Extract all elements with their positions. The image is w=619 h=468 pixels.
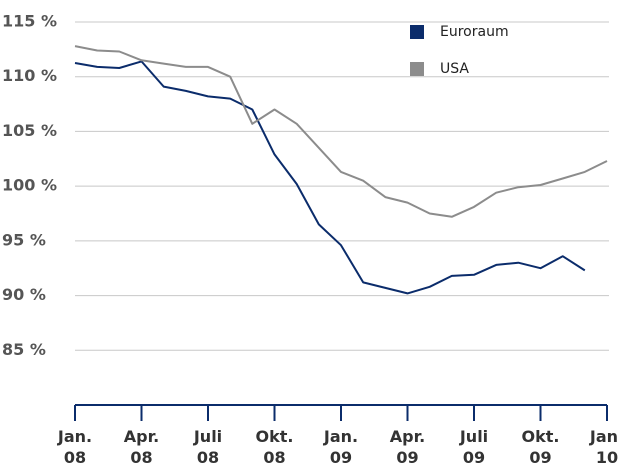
x-tick-label-line: Jan.: [589, 427, 619, 446]
x-tick-label-line: Apr.: [124, 427, 160, 446]
y-tick-label: 90 %: [2, 285, 46, 304]
x-tick-label-line: 08: [263, 448, 285, 467]
y-tick-label: 115 %: [2, 12, 57, 31]
legend-swatch: [410, 25, 424, 39]
y-tick-label: 110 %: [2, 66, 57, 85]
x-tick-label-line: 08: [130, 448, 152, 467]
x-tick-label: Jan. 08: [57, 427, 92, 467]
x-tick-label-line: 09: [529, 448, 551, 467]
x-tick-label-line: 08: [197, 448, 219, 467]
x-tick-label: Juli 09: [459, 427, 488, 467]
x-tick-label-line: 09: [396, 448, 418, 467]
y-tick-label: 85 %: [2, 340, 46, 359]
x-tick-label-line: Okt.: [256, 427, 294, 446]
y-tick-label: 95 %: [2, 230, 46, 249]
x-tick-label-line: Jan.: [57, 427, 92, 446]
series-line: [74, 60, 586, 295]
x-tick-label: Okt. 08: [256, 427, 294, 467]
x-tick-label: Apr. 08: [124, 427, 160, 467]
x-tick-label-line: Jan.: [323, 427, 358, 446]
series-line: [74, 45, 608, 218]
legend-swatch: [410, 62, 424, 76]
x-tick-label: Juli 08: [193, 427, 222, 467]
x-tick-label: Jan. 09: [323, 427, 358, 467]
x-tick-label-line: 09: [463, 448, 485, 467]
y-tick-label: 105 %: [2, 121, 57, 140]
y-tick-label: 100 %: [2, 176, 57, 195]
x-tick-label-line: Juli: [459, 427, 488, 446]
x-tick-label-line: 09: [330, 448, 352, 467]
x-tick-label-line: Okt.: [522, 427, 560, 446]
legend-label: USA: [440, 61, 469, 77]
legend-label: Euroraum: [440, 24, 509, 40]
x-tick-label: Jan. 10: [589, 427, 619, 467]
x-tick-label-line: 08: [64, 448, 86, 467]
x-tick-label: Apr. 09: [390, 427, 426, 467]
x-tick-label-line: Apr.: [390, 427, 426, 446]
x-tick-label-line: Juli: [193, 427, 222, 446]
x-tick-label-line: 10: [596, 448, 618, 467]
x-tick-label: Okt. 09: [522, 427, 560, 467]
